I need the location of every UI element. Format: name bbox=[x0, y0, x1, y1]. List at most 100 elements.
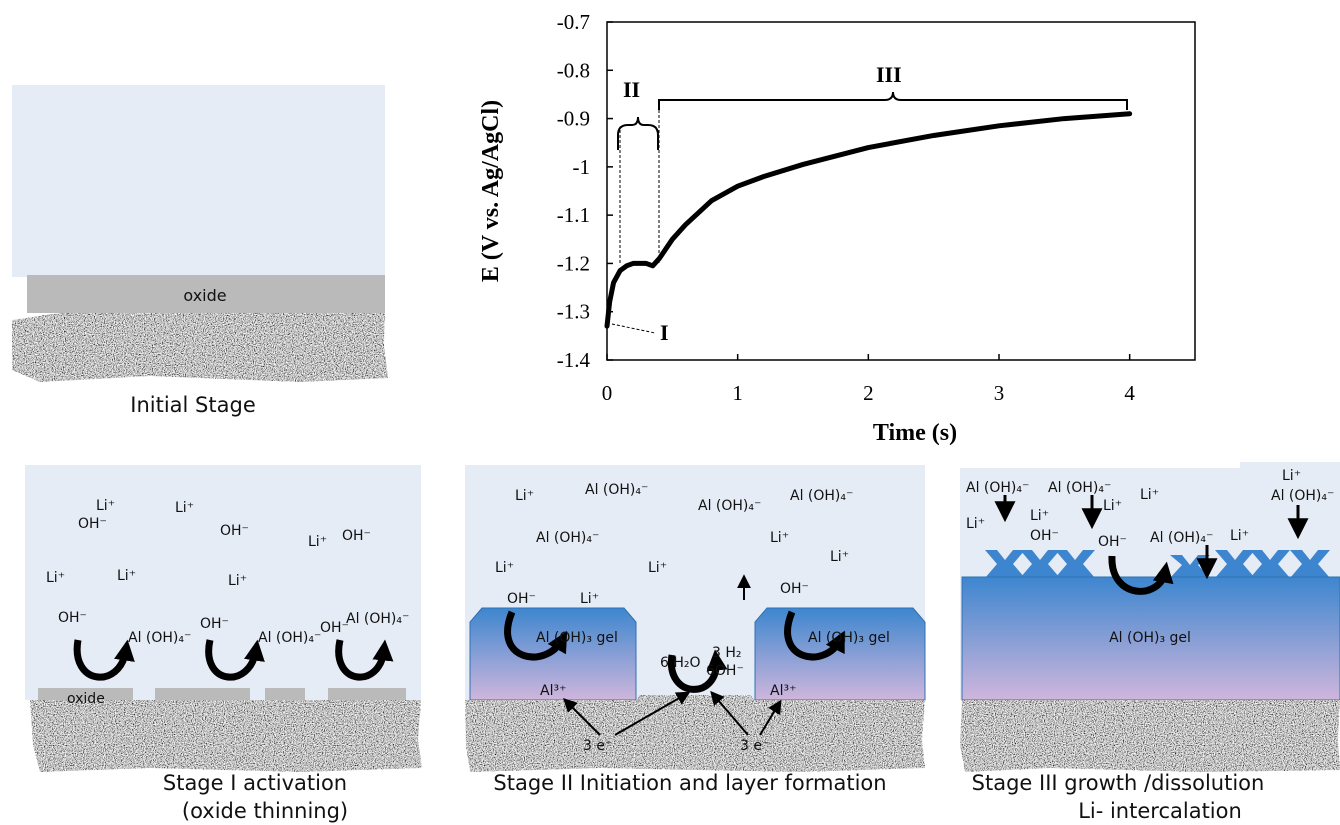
solution bbox=[25, 465, 421, 700]
label: Li⁺ bbox=[495, 560, 514, 576]
label: Li⁺ bbox=[1282, 468, 1301, 484]
label: Al (OH)₄⁻ bbox=[966, 480, 1029, 496]
arrow bbox=[335, 639, 394, 681]
caption: Stage III growth /dissolution bbox=[972, 771, 1265, 795]
arrow bbox=[710, 690, 749, 736]
solution bbox=[12, 85, 385, 277]
label: Li⁺ bbox=[515, 488, 534, 504]
arrow bbox=[667, 649, 728, 693]
label: Li⁺ bbox=[830, 549, 849, 565]
y-tick-label: -1.4 bbox=[557, 348, 591, 372]
label: OH⁻ bbox=[320, 620, 349, 636]
annotation: III bbox=[876, 62, 902, 87]
oxide-layer bbox=[27, 275, 385, 313]
x-tick-label: 2 bbox=[863, 381, 874, 405]
panel-initial: oxide Initial Stage bbox=[12, 85, 388, 417]
substrate bbox=[12, 313, 388, 382]
label: 3 e⁻ bbox=[740, 738, 769, 754]
label: Al³⁺ bbox=[770, 683, 796, 699]
arrow bbox=[759, 699, 782, 736]
label: Al (OH)₃ gel bbox=[1109, 630, 1191, 646]
label: OH⁻ bbox=[220, 523, 249, 539]
label: OH⁻ bbox=[200, 616, 229, 632]
caption: Stage I activation bbox=[163, 771, 347, 795]
substrate bbox=[465, 695, 925, 772]
x-axis-title: Time (s) bbox=[873, 420, 957, 446]
substrate bbox=[960, 700, 1340, 772]
label: Li⁺ bbox=[175, 500, 194, 516]
panel-stage-3: Al (OH)₄⁻ Al (OH)₄⁻ Li⁺ Li⁺ Li⁺ Al (OH)₄… bbox=[960, 462, 1340, 823]
x-tick-label: 4 bbox=[1124, 381, 1135, 405]
x-tick-label: 3 bbox=[994, 381, 1005, 405]
arrow bbox=[1108, 555, 1174, 595]
y-tick-label: -1.2 bbox=[557, 251, 590, 275]
plot-frame bbox=[606, 21, 1196, 361]
arrow bbox=[784, 610, 845, 661]
label: OH⁻ bbox=[507, 591, 536, 607]
label: Al (OH)₃ gel bbox=[536, 630, 618, 646]
label: Al³⁺ bbox=[540, 683, 566, 699]
label: OH⁻ bbox=[58, 610, 87, 626]
oxide-piece bbox=[155, 688, 250, 700]
arrow bbox=[205, 639, 265, 681]
x-tick-label: 0 bbox=[602, 381, 613, 405]
panel-stage-1: Li⁺ OH⁻ Li⁺ OH⁻ Li⁺ OH⁻ Li⁺ Li⁺ Li⁺ OH⁻ … bbox=[25, 465, 422, 823]
label: Li⁺ bbox=[228, 573, 247, 589]
label: Al (OH)₄⁻ bbox=[258, 630, 321, 646]
label: Li⁺ bbox=[966, 516, 985, 532]
caption: Stage II Initiation and layer formation bbox=[493, 771, 886, 795]
label: Al (OH)₄⁻ bbox=[1271, 488, 1334, 504]
x-tick-label: 1 bbox=[732, 381, 743, 405]
bracket bbox=[617, 116, 659, 150]
arrow bbox=[563, 698, 601, 736]
bracket bbox=[658, 91, 1128, 110]
label: OH⁻ bbox=[1030, 528, 1059, 544]
label: 3 e⁻ bbox=[583, 738, 612, 754]
label: Al (OH)₄⁻ bbox=[585, 482, 648, 498]
oxide-piece bbox=[38, 688, 133, 700]
leader-line bbox=[611, 323, 656, 334]
y-tick-label: -1.3 bbox=[557, 300, 590, 324]
annotation: II bbox=[623, 77, 640, 102]
arrow bbox=[614, 691, 691, 736]
label: Al (OH)₃ gel bbox=[808, 630, 890, 646]
label: oxide bbox=[183, 286, 226, 305]
label: Al (OH)₄⁻ bbox=[536, 530, 599, 546]
label: Al (OH)₄⁻ bbox=[790, 488, 853, 504]
label: Li⁺ bbox=[308, 534, 327, 550]
label: Al (OH)₄⁻ bbox=[698, 498, 761, 514]
label: Li⁺ bbox=[46, 570, 65, 586]
label: OH⁻ bbox=[1098, 534, 1127, 550]
chart: E (V vs. Ag/AgCl) Time (s) I II III -0.7… bbox=[478, 10, 1196, 446]
label: Al (OH)₄⁻ bbox=[1048, 480, 1111, 496]
oxide-piece bbox=[328, 688, 406, 700]
annotation: I bbox=[660, 320, 669, 345]
caption: (oxide thinning) bbox=[182, 799, 348, 823]
label: Li⁺ bbox=[96, 498, 115, 514]
label: Li⁺ bbox=[1230, 528, 1249, 544]
gel-layer bbox=[961, 576, 1340, 701]
label: Li⁺ bbox=[1103, 498, 1122, 514]
y-tick-label: -1.1 bbox=[557, 203, 590, 227]
label: oxide bbox=[67, 691, 105, 707]
label: Al (OH)₄⁻ bbox=[1150, 530, 1213, 546]
y-tick-label: -0.7 bbox=[557, 10, 590, 34]
label: Li⁺ bbox=[770, 530, 789, 546]
data-line bbox=[604, 111, 1133, 329]
label: OH⁻ bbox=[78, 516, 107, 532]
label: 6OH⁻ bbox=[706, 663, 744, 679]
label: Li⁺ bbox=[1030, 508, 1049, 524]
label: Li⁺ bbox=[648, 560, 667, 576]
arrow bbox=[504, 610, 568, 661]
label: Al (OH)₄⁻ bbox=[346, 611, 409, 627]
y-tick-label: -1 bbox=[573, 155, 591, 179]
caption: Li- intercalation bbox=[1078, 799, 1242, 823]
caption: Initial Stage bbox=[130, 393, 255, 417]
y-tick-label: -0.9 bbox=[557, 107, 590, 131]
panel-stage-2: Li⁺ Al (OH)₄⁻ Al (OH)₄⁻ Al (OH)₄⁻ Al (OH… bbox=[465, 465, 926, 795]
label: OH⁻ bbox=[780, 581, 809, 597]
oxide-piece bbox=[265, 688, 305, 700]
arrow bbox=[73, 639, 135, 681]
label: Li⁺ bbox=[580, 591, 599, 607]
